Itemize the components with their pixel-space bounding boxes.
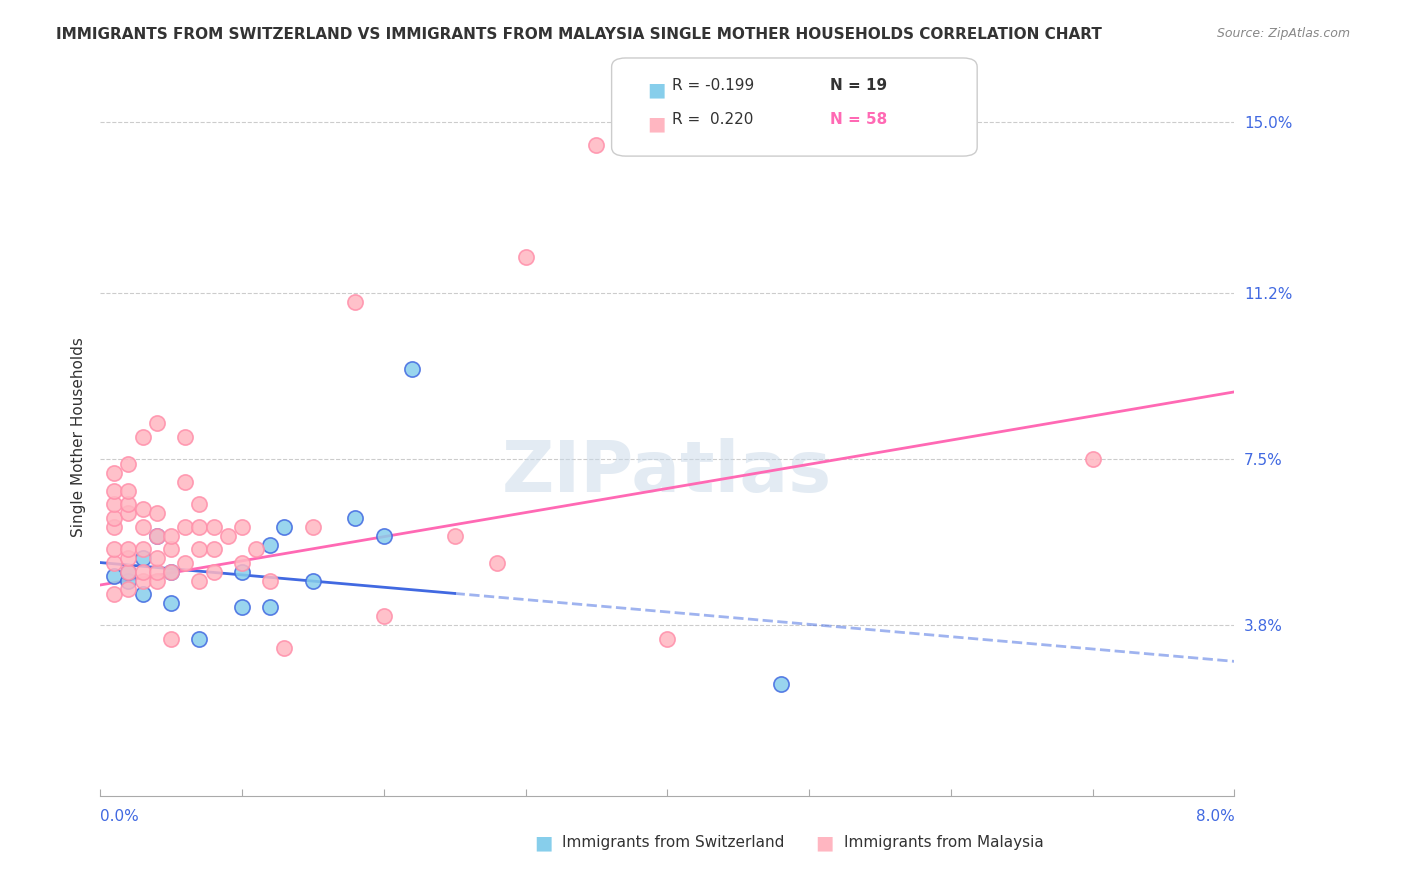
Text: ■: ■ bbox=[815, 833, 834, 853]
Point bbox=[117, 506, 139, 520]
Text: N = 58: N = 58 bbox=[830, 112, 887, 128]
Text: ■: ■ bbox=[647, 114, 665, 133]
Text: ■: ■ bbox=[534, 833, 553, 853]
Point bbox=[245, 542, 267, 557]
Point bbox=[103, 556, 125, 570]
Point bbox=[657, 632, 679, 646]
Point bbox=[1081, 452, 1104, 467]
Point bbox=[117, 483, 139, 498]
Point bbox=[146, 528, 169, 542]
Text: ■: ■ bbox=[647, 80, 665, 99]
Point bbox=[259, 538, 281, 552]
Text: IMMIGRANTS FROM SWITZERLAND VS IMMIGRANTS FROM MALAYSIA SINGLE MOTHER HOUSEHOLDS: IMMIGRANTS FROM SWITZERLAND VS IMMIGRANT… bbox=[56, 27, 1102, 42]
Point bbox=[515, 250, 537, 264]
Point bbox=[117, 551, 139, 566]
Point bbox=[486, 556, 509, 570]
Point bbox=[373, 609, 395, 624]
Point bbox=[585, 137, 607, 152]
Point bbox=[273, 640, 295, 655]
Point bbox=[117, 565, 139, 579]
Point bbox=[160, 542, 183, 557]
Point bbox=[131, 574, 153, 588]
Point bbox=[160, 632, 183, 646]
Point bbox=[103, 569, 125, 583]
Point bbox=[188, 632, 211, 646]
Point bbox=[117, 574, 139, 588]
Point bbox=[131, 430, 153, 444]
Text: N = 19: N = 19 bbox=[830, 78, 887, 94]
Point bbox=[231, 600, 253, 615]
Text: 8.0%: 8.0% bbox=[1195, 809, 1234, 824]
Point bbox=[103, 542, 125, 557]
Point bbox=[117, 565, 139, 579]
Point bbox=[188, 497, 211, 511]
Text: Source: ZipAtlas.com: Source: ZipAtlas.com bbox=[1216, 27, 1350, 40]
Text: Immigrants from Malaysia: Immigrants from Malaysia bbox=[844, 836, 1043, 850]
Point bbox=[117, 497, 139, 511]
Point bbox=[160, 565, 183, 579]
Point bbox=[188, 542, 211, 557]
Point bbox=[160, 596, 183, 610]
Point bbox=[146, 551, 169, 566]
Point bbox=[231, 556, 253, 570]
Point bbox=[103, 519, 125, 533]
Point bbox=[131, 587, 153, 601]
Point bbox=[131, 519, 153, 533]
Point bbox=[202, 519, 225, 533]
Point bbox=[401, 362, 423, 376]
Text: R = -0.199: R = -0.199 bbox=[672, 78, 754, 94]
Point bbox=[160, 565, 183, 579]
Point bbox=[103, 587, 125, 601]
Point bbox=[174, 430, 197, 444]
Point bbox=[259, 600, 281, 615]
Text: ZIPatlas: ZIPatlas bbox=[502, 438, 832, 508]
Point bbox=[131, 501, 153, 516]
Point bbox=[131, 565, 153, 579]
Point bbox=[146, 417, 169, 431]
Point bbox=[188, 574, 211, 588]
Point bbox=[103, 510, 125, 524]
Point bbox=[301, 519, 323, 533]
Point bbox=[344, 510, 367, 524]
Point bbox=[131, 551, 153, 566]
Text: R =  0.220: R = 0.220 bbox=[672, 112, 754, 128]
Y-axis label: Single Mother Households: Single Mother Households bbox=[72, 337, 86, 537]
Point bbox=[131, 542, 153, 557]
Point bbox=[301, 574, 323, 588]
Point bbox=[146, 528, 169, 542]
Point bbox=[174, 475, 197, 489]
Point bbox=[103, 466, 125, 480]
Point bbox=[273, 519, 295, 533]
Point bbox=[259, 574, 281, 588]
Point bbox=[202, 542, 225, 557]
Point bbox=[231, 565, 253, 579]
Point bbox=[146, 565, 169, 579]
Point bbox=[146, 506, 169, 520]
Point bbox=[443, 528, 465, 542]
Text: 0.0%: 0.0% bbox=[100, 809, 139, 824]
Point bbox=[174, 556, 197, 570]
Point bbox=[174, 519, 197, 533]
Point bbox=[146, 574, 169, 588]
Point bbox=[188, 519, 211, 533]
Point bbox=[117, 457, 139, 471]
Point bbox=[231, 519, 253, 533]
Point bbox=[202, 565, 225, 579]
Point bbox=[160, 528, 183, 542]
Text: Immigrants from Switzerland: Immigrants from Switzerland bbox=[562, 836, 785, 850]
Point bbox=[769, 677, 792, 691]
Point bbox=[103, 497, 125, 511]
Point bbox=[117, 542, 139, 557]
Point bbox=[117, 582, 139, 597]
Point bbox=[103, 483, 125, 498]
Point bbox=[344, 295, 367, 310]
Point bbox=[373, 528, 395, 542]
Point bbox=[217, 528, 239, 542]
